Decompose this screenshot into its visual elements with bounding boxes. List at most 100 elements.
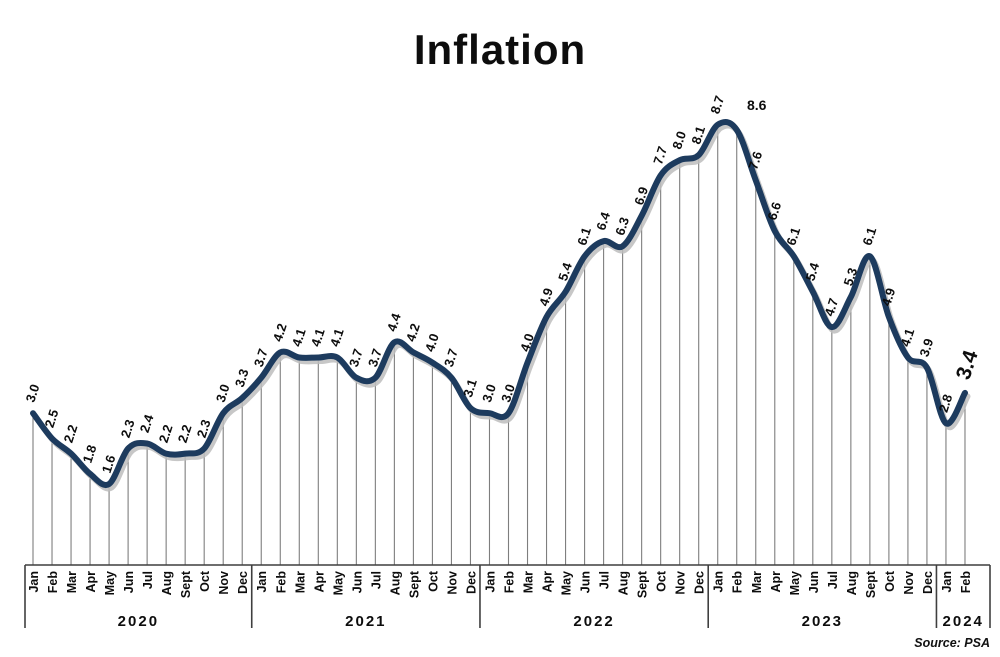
month-label: Feb: [959, 571, 973, 594]
value-label: 4.9: [536, 286, 556, 308]
month-label: Jan: [483, 571, 497, 593]
value-label: 6.3: [612, 215, 632, 237]
month-label: Sept: [636, 570, 650, 598]
value-label: 5.3: [840, 266, 860, 288]
month-label: Feb: [731, 571, 745, 594]
month-label: Nov: [674, 571, 688, 595]
month-label: Oct: [426, 570, 440, 592]
value-label: 2.3: [194, 418, 214, 440]
month-label: Feb: [274, 571, 288, 594]
value-label: 8.6: [747, 97, 767, 113]
value-label: 4.1: [327, 327, 347, 349]
month-label: Apr: [541, 571, 555, 593]
value-label: 1.8: [80, 443, 100, 465]
value-label-emphasized: 3.4: [952, 347, 983, 382]
value-label: 4.0: [422, 332, 442, 354]
value-label: 4.2: [403, 322, 423, 344]
value-label: 2.4: [137, 412, 157, 435]
value-label: 3.7: [441, 347, 461, 369]
year-label: 2024: [943, 613, 984, 630]
month-label: Sept: [407, 570, 421, 598]
month-label: Sept: [179, 570, 193, 598]
value-label: 7.7: [650, 144, 670, 166]
month-label: Dec: [236, 571, 250, 594]
value-label: 6.4: [593, 209, 613, 232]
month-label: Oct: [198, 570, 212, 592]
value-label: 1.6: [99, 453, 119, 475]
month-label: Dec: [921, 571, 935, 594]
month-label: Jun: [579, 571, 593, 593]
month-label: Jul: [598, 571, 612, 589]
year-label: 2022: [573, 613, 614, 630]
month-label: Apr: [84, 571, 98, 593]
month-label: Jan: [712, 571, 726, 593]
month-label: Oct: [883, 570, 897, 592]
month-label: Aug: [845, 571, 859, 595]
month-label: Mar: [750, 571, 764, 593]
month-label: Jun: [122, 571, 136, 593]
value-label: 8.0: [669, 129, 689, 151]
month-label: Nov: [217, 571, 231, 595]
month-label: Dec: [693, 571, 707, 594]
value-label: 3.0: [23, 382, 43, 404]
value-label: 6.1: [783, 225, 803, 247]
month-label: Jan: [255, 571, 269, 593]
value-label: 7.6: [745, 149, 765, 171]
value-label: 3.7: [346, 347, 366, 369]
month-label: Jan: [940, 571, 954, 593]
month-label: Sept: [864, 570, 878, 598]
value-label: 4.9: [878, 286, 898, 308]
month-label: Dec: [464, 571, 478, 594]
value-label: 8.1: [688, 124, 708, 146]
value-label: 4.2: [270, 322, 290, 344]
year-label: 2021: [345, 613, 386, 630]
month-label: Jul: [141, 571, 155, 589]
value-label: 2.5: [42, 408, 62, 430]
value-label: 5.4: [555, 260, 575, 283]
value-label: 3.9: [917, 337, 937, 359]
value-label: 4.1: [898, 327, 918, 349]
month-label: Aug: [617, 571, 631, 595]
month-label: Nov: [902, 571, 916, 595]
month-label: May: [560, 571, 574, 595]
month-label: Feb: [46, 571, 60, 594]
month-label: Apr: [769, 571, 783, 593]
value-label: 2.2: [175, 423, 195, 445]
value-label: 4.0: [517, 332, 537, 354]
value-label: 3.0: [479, 382, 499, 404]
value-label: 2.2: [156, 423, 176, 445]
value-label: 4.1: [289, 327, 309, 349]
value-label: 3.0: [213, 382, 233, 404]
value-label: 2.3: [118, 418, 138, 440]
value-label: 3.3: [232, 367, 252, 389]
value-label: 2.8: [936, 392, 956, 414]
value-label: 4.1: [308, 327, 328, 349]
month-label: Apr: [312, 571, 326, 593]
month-label: Mar: [522, 571, 536, 593]
month-label: May: [788, 571, 802, 595]
month-label: Feb: [503, 571, 517, 594]
trend-line: [30, 119, 968, 488]
value-label: 5.4: [802, 260, 822, 283]
value-label: 6.6: [764, 200, 784, 222]
month-label: Mar: [65, 571, 79, 593]
value-label: 3.0: [498, 382, 518, 404]
month-label: Aug: [388, 571, 402, 595]
month-label: Jan: [27, 571, 41, 593]
year-label: 2020: [118, 613, 159, 630]
value-label: 8.7: [707, 94, 727, 116]
month-label: Jul: [826, 571, 840, 589]
year-label: 2023: [802, 613, 843, 630]
value-label: 6.1: [574, 225, 594, 247]
value-label: 3.7: [365, 347, 385, 369]
value-label: 3.7: [251, 347, 271, 369]
month-label: Jul: [369, 571, 383, 589]
source-note: Source: PSA: [914, 636, 990, 650]
month-label: Jun: [807, 571, 821, 593]
month-label: Nov: [445, 571, 459, 595]
value-label: 3.1: [460, 377, 480, 399]
value-label: 2.2: [61, 423, 81, 445]
value-label: 6.1: [859, 225, 879, 247]
